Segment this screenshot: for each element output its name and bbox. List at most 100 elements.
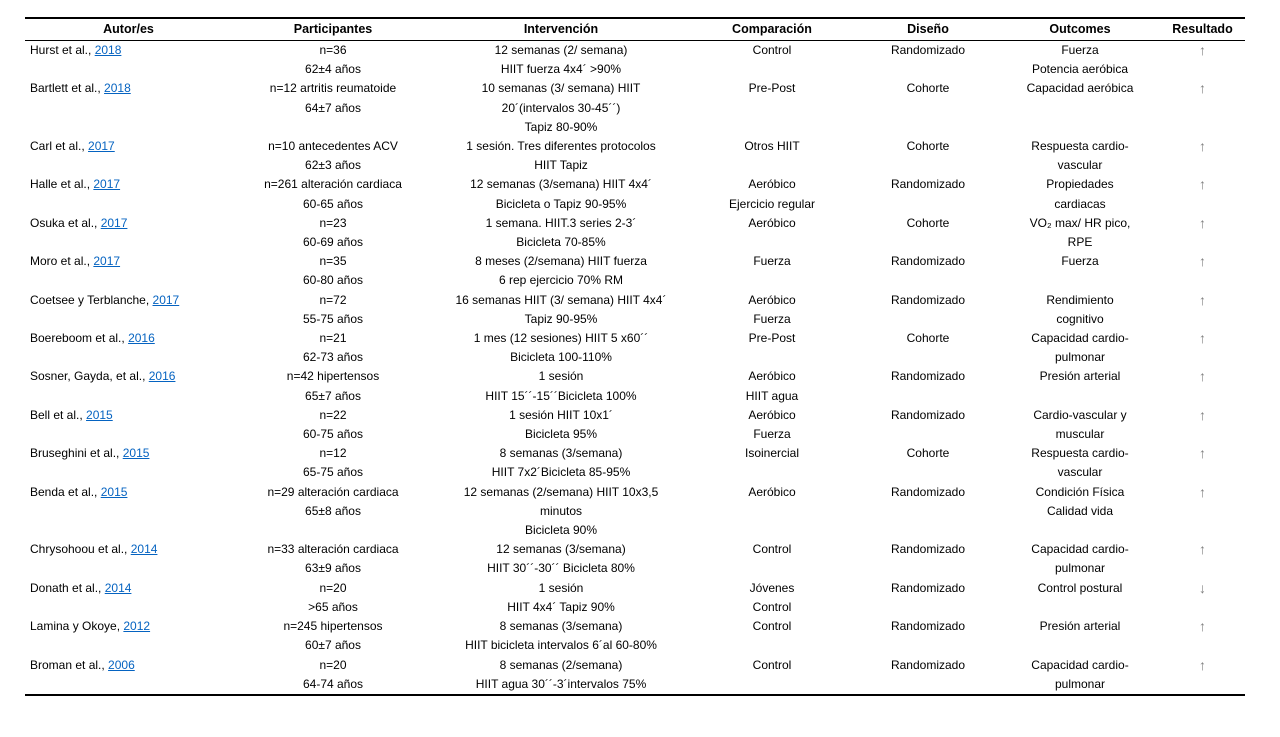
participants-line: n=23 bbox=[319, 215, 347, 230]
author-name: Coetsee y Terblanche, bbox=[30, 292, 153, 307]
participants-line: n=22 bbox=[319, 407, 347, 422]
author-cell: Moro et al., 2017 bbox=[25, 252, 232, 290]
author-name: Moro et al., bbox=[30, 254, 94, 269]
result-cell: ↑ bbox=[1160, 291, 1245, 329]
author-cell: Halle et al., 2017 bbox=[25, 175, 232, 213]
participants-cell: n=21 62-73 años bbox=[232, 329, 434, 367]
author-year-link[interactable]: 2016 bbox=[148, 369, 176, 384]
author-year-link[interactable]: 2017 bbox=[100, 215, 128, 230]
author-year-link[interactable]: 2017 bbox=[93, 254, 121, 269]
participants-cell: n=35 60-80 años bbox=[232, 252, 434, 290]
intervention-line: HIIT 30´´-30´´ Bicicleta 80% bbox=[487, 561, 635, 576]
author-name: Bartlett et al., bbox=[30, 81, 105, 96]
author-cell: Broman et al., 2006 bbox=[25, 656, 232, 695]
outcomes-line: Control postural bbox=[1037, 580, 1123, 595]
participants-line: n=72 bbox=[319, 292, 347, 307]
design-cell: Randomizado bbox=[856, 540, 1000, 578]
author-year-link[interactable]: 2016 bbox=[128, 331, 155, 346]
author-year-link[interactable]: 2015 bbox=[122, 446, 150, 461]
author-year-link[interactable]: 2015 bbox=[100, 484, 128, 499]
author-year-link[interactable]: 2018 bbox=[104, 81, 131, 96]
participants-line: 60-75 años bbox=[302, 427, 364, 442]
outcomes-line: pulmonar bbox=[1054, 350, 1106, 365]
intervention-cell: 8 semanas (2/semana) HIIT agua 30´´-3´int… bbox=[434, 656, 688, 695]
author-year-link[interactable]: 2018 bbox=[94, 43, 122, 57]
intervention-line: 1 sesión HIIT 10x1´ bbox=[509, 407, 613, 422]
outcomes-cell: Capacidad cardio-pulmonar bbox=[1000, 656, 1160, 695]
outcomes-line: Propiedades bbox=[1046, 177, 1114, 192]
table-row: Halle et al., 2017 n=261 alteración cardi… bbox=[25, 175, 1245, 213]
intervention-line: 8 meses (2/semana) HIIT fuerza bbox=[475, 254, 647, 269]
outcomes-cell: Respuesta cardio-vascular bbox=[1000, 444, 1160, 482]
participants-line: n=20 bbox=[319, 580, 347, 595]
arrow-up-icon: ↑ bbox=[1199, 368, 1206, 385]
comparison-cell: Otros HIIT bbox=[688, 137, 856, 175]
participants-line: 62±3 años bbox=[305, 158, 361, 173]
author-year-link[interactable]: 2014 bbox=[130, 542, 158, 557]
participants-line: n=35 bbox=[319, 254, 347, 269]
intervention-line: Bicicleta 100-110% bbox=[510, 350, 612, 365]
design-line: Cohorte bbox=[906, 331, 950, 346]
intervention-cell: 1 sesión HIIT 15´´-15´´Bicicleta 100% bbox=[434, 367, 688, 405]
outcomes-cell: VO₂ max/ HR pico, RPE bbox=[1000, 214, 1160, 252]
result-cell: ↑ bbox=[1160, 79, 1245, 137]
author-year-link[interactable]: 2017 bbox=[93, 177, 121, 192]
comparison-line: Fuerza bbox=[753, 427, 791, 442]
outcomes-line: RPE bbox=[1067, 235, 1093, 250]
studies-table: Autor/es Participantes Intervención Comp… bbox=[25, 17, 1245, 696]
table-row: Chrysohoou et al., 2014 n=33 alteración c… bbox=[25, 540, 1245, 578]
intervention-line: HIIT 7x2´Bicicleta 85-95% bbox=[491, 465, 631, 480]
participants-line: n=245 hipertensos bbox=[283, 619, 383, 634]
outcomes-cell: Control postural bbox=[1000, 579, 1160, 617]
participants-cell: n=23 60-69 años bbox=[232, 214, 434, 252]
outcomes-line: Capacidad cardio- bbox=[1031, 331, 1129, 346]
column-header-diseno: Diseño bbox=[856, 18, 1000, 41]
comparison-line: Control bbox=[752, 43, 792, 57]
author-year-link[interactable]: 2017 bbox=[88, 139, 115, 154]
intervention-line: Tapiz 90-95% bbox=[524, 311, 598, 326]
outcomes-line: Rendimiento bbox=[1046, 292, 1114, 307]
participants-line: 63±9 años bbox=[305, 561, 361, 576]
design-line: Randomizado bbox=[890, 369, 966, 384]
author-year-link[interactable]: 2015 bbox=[86, 407, 113, 422]
comparison-cell: Aeróbico Fuerza bbox=[688, 406, 856, 444]
outcomes-cell: Presión arterial bbox=[1000, 617, 1160, 655]
author-year-link[interactable]: 2012 bbox=[123, 619, 151, 634]
comparison-cell: Control bbox=[688, 41, 856, 80]
author-cell: Bartlett et al., 2018 bbox=[25, 79, 232, 137]
participants-line: 62-73 años bbox=[302, 350, 364, 365]
comparison-line: Aeróbico bbox=[748, 177, 796, 192]
arrow-up-icon: ↑ bbox=[1199, 445, 1206, 462]
table-row: Osuka et al., 2017 n=23 60-69 años 1 semana… bbox=[25, 214, 1245, 252]
comparison-line: Control bbox=[752, 599, 792, 614]
design-line: Randomizado bbox=[890, 484, 966, 499]
intervention-line: HIIT fuerza 4x4´ >90% bbox=[500, 62, 622, 77]
outcomes-cell: Capacidad cardio-pulmonar bbox=[1000, 329, 1160, 367]
intervention-line: Bicicleta 70-85% bbox=[516, 235, 606, 250]
author-year-link[interactable]: 2006 bbox=[108, 657, 135, 672]
outcomes-cell: Respuesta cardio-vascular bbox=[1000, 137, 1160, 175]
result-cell: ↑ bbox=[1160, 406, 1245, 444]
comparison-line: Aeróbico bbox=[748, 292, 796, 307]
intervention-cell: 16 semanas HIIT (3/ semana) HIIT 4x4´ Tap… bbox=[434, 291, 688, 329]
intervention-line: 8 semanas (3/semana) bbox=[499, 619, 623, 634]
participants-cell: n=10 antecedentes ACV 62±3 años bbox=[232, 137, 434, 175]
comparison-cell: Control bbox=[688, 617, 856, 655]
intervention-line: 12 semanas (2/ semana) bbox=[494, 43, 628, 57]
design-cell: Randomizado bbox=[856, 291, 1000, 329]
author-name: Benda et al., bbox=[30, 484, 101, 499]
outcomes-line: muscular bbox=[1055, 427, 1105, 442]
comparison-line: Aeróbico bbox=[748, 369, 796, 384]
design-cell: Randomizado bbox=[856, 483, 1000, 541]
table-row: Lamina y Okoye, 2012 n=245 hipertensos 60±… bbox=[25, 617, 1245, 655]
intervention-line: 12 semanas (3/semana) bbox=[496, 542, 626, 557]
author-year-link[interactable]: 2017 bbox=[152, 292, 180, 307]
arrow-up-icon: ↑ bbox=[1199, 42, 1206, 58]
participants-line: 65±8 años bbox=[305, 503, 361, 518]
author-year-link[interactable]: 2014 bbox=[104, 580, 132, 595]
column-header-resultado: Resultado bbox=[1160, 18, 1245, 41]
outcomes-line: Respuesta cardio- bbox=[1031, 139, 1129, 154]
participants-line: 60-80 años bbox=[302, 273, 364, 288]
outcomes-cell: Propiedades cardiacas bbox=[1000, 175, 1160, 213]
result-cell: ↑ bbox=[1160, 656, 1245, 695]
